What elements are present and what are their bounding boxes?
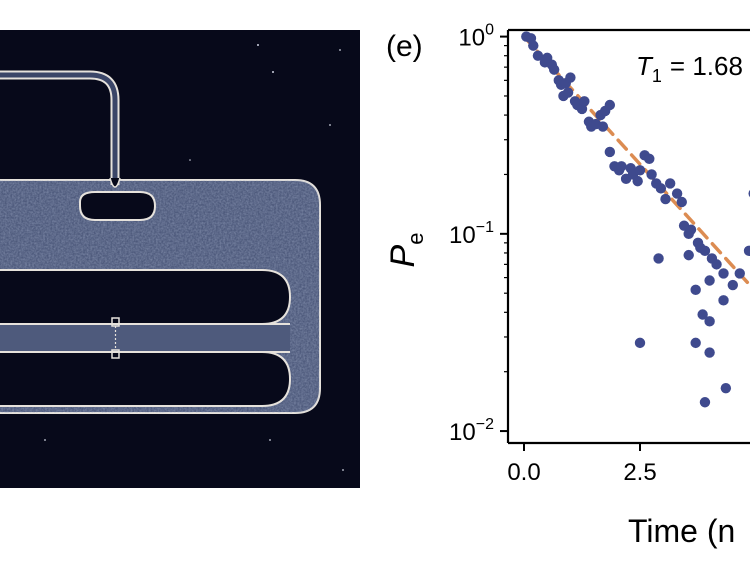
- ticks: 0.02.5510010−110−2: [449, 22, 750, 486]
- data-point: [528, 40, 539, 51]
- data-point: [734, 268, 745, 279]
- y-axis-label: Pe: [384, 233, 428, 268]
- data-point: [604, 146, 616, 158]
- data-point: [634, 337, 646, 349]
- qubit-chip-drawing: [0, 44, 344, 471]
- data-point: [632, 175, 643, 187]
- data-points: [521, 31, 750, 408]
- t1-annotation: T1 = 1.68: [636, 51, 743, 86]
- x-axis-label: Time (n: [628, 513, 735, 549]
- data-point: [727, 279, 738, 291]
- data-point: [699, 397, 711, 408]
- data-point: [718, 268, 729, 279]
- data-point: [720, 382, 732, 394]
- coupling-line: [0, 70, 157, 221]
- data-point: [660, 193, 671, 205]
- data-point: [634, 165, 646, 176]
- data-point: [644, 153, 655, 165]
- data-point: [683, 249, 694, 261]
- qubit-micrograph: [0, 30, 360, 488]
- data-point: [616, 161, 627, 172]
- data-point: [548, 64, 560, 75]
- panel-label: (e): [386, 30, 423, 63]
- data-point: [597, 121, 609, 132]
- josephson-junction: [111, 317, 120, 359]
- data-point: [704, 316, 715, 327]
- data-point: [653, 253, 664, 264]
- axes: [506, 28, 750, 445]
- data-point: [676, 196, 687, 208]
- x-tick-label: 2.5: [623, 459, 656, 486]
- data-point: [699, 245, 711, 257]
- data-point: [671, 188, 683, 199]
- data-point: [743, 245, 750, 257]
- data-point: [565, 72, 576, 83]
- data-point: [685, 224, 697, 235]
- data-point: [704, 347, 715, 358]
- data-point: [664, 178, 676, 189]
- data-point: [690, 337, 701, 349]
- data-point: [711, 259, 722, 270]
- dust-specks: [44, 44, 344, 471]
- data-point: [690, 284, 701, 296]
- data-point: [562, 87, 574, 98]
- data-point: [655, 183, 667, 194]
- data-point: [579, 96, 590, 107]
- data-point: [532, 50, 544, 61]
- data-point: [646, 169, 657, 180]
- data-point: [718, 295, 729, 306]
- y-tick-label: 10−1: [449, 219, 494, 249]
- x-tick-label: 0.0: [507, 459, 540, 486]
- data-point: [697, 309, 708, 320]
- y-tick-label: 10−2: [449, 416, 494, 446]
- finger-gaps: [0, 269, 292, 407]
- data-point: [604, 99, 616, 111]
- data-point: [704, 275, 715, 286]
- y-tick-label: 100: [458, 22, 494, 52]
